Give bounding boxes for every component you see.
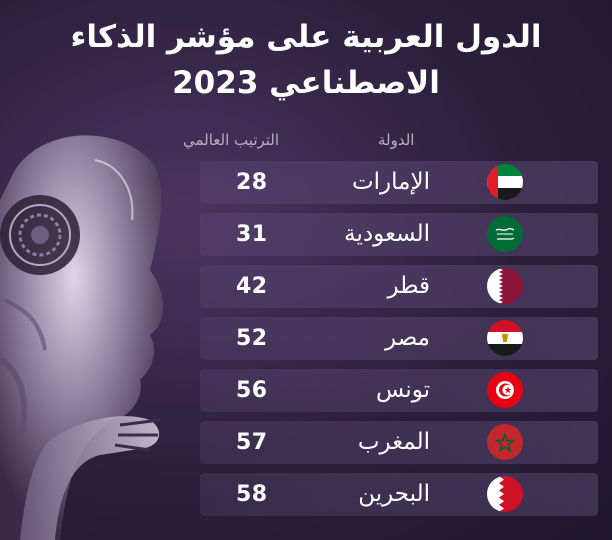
title-line-2: الاصطناعي 2023 [172,65,440,101]
rank-value: 52 [236,326,268,351]
table-row: الإمارات 28 [200,161,598,204]
table-row: تونس 56 [200,369,598,412]
table-row: المغرب 57 [200,421,598,464]
bahrain-flag-icon [487,476,523,512]
saudi-flag-icon [487,216,523,252]
table-row: مصر 52 [200,317,598,360]
qatar-flag-icon [487,268,523,304]
title-line-1: الدول العربية على مؤشر الذكاء [70,19,542,55]
country-name: قطر [387,273,430,299]
country-name: السعودية [344,221,430,247]
country-name: تونس [375,377,430,403]
rank-value: 56 [236,378,268,403]
table-row: البحرين 58 [200,473,598,516]
rank-value: 57 [236,430,268,455]
country-name: البحرين [358,481,430,507]
country-name: الإمارات [352,169,430,195]
rank-value: 42 [236,274,268,299]
rank-column-header: الترتيب العالمي [183,131,280,149]
page-title: الدول العربية على مؤشر الذكاء الاصطناعي … [0,14,612,106]
egypt-flag-icon [487,320,523,356]
table-row: السعودية 31 [200,213,598,256]
rank-value: 28 [236,170,268,195]
rank-value: 31 [236,222,268,247]
rank-value: 58 [236,482,268,507]
morocco-flag-icon [487,424,523,460]
table-row: قطر 42 [200,265,598,308]
country-name: مصر [385,325,430,351]
uae-flag-icon [487,164,523,200]
tunisia-flag-icon [487,372,523,408]
robot-head-illustration [0,135,164,540]
country-name: المغرب [357,429,430,455]
country-column-header: الدولة [378,131,415,149]
